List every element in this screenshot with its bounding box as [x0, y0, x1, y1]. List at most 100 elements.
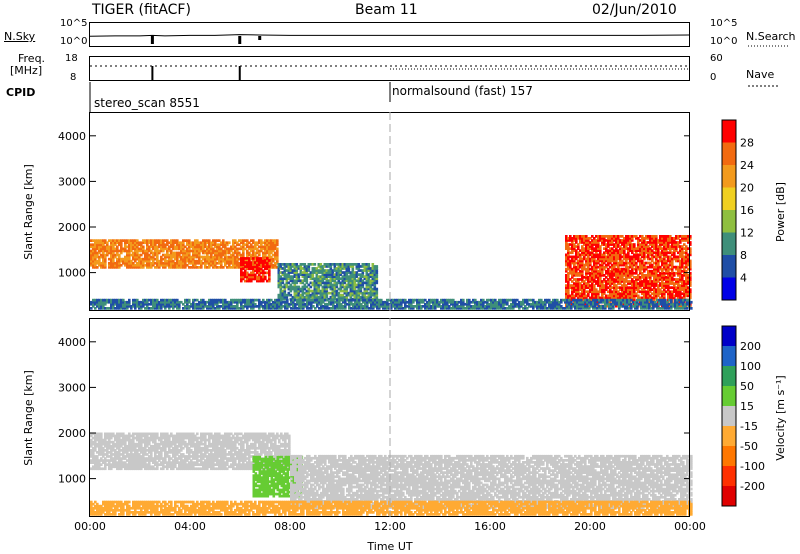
heat-cell [371, 271, 375, 274]
heat-cell [629, 296, 632, 300]
heat-cell [264, 277, 267, 281]
heat-cell [294, 307, 297, 310]
heat-cell [601, 243, 604, 246]
heat-cell [194, 266, 197, 269]
heat-cell [178, 266, 181, 269]
heat-cell [679, 267, 682, 271]
heat-cell [536, 305, 539, 308]
heat-cell [565, 288, 568, 291]
heat-cell [367, 285, 371, 289]
heat-cell [262, 261, 265, 264]
heat-cell [321, 265, 325, 268]
heat-cell [647, 251, 650, 255]
heat-cell [376, 300, 379, 304]
heat-cell [619, 251, 622, 255]
heat-cell [608, 305, 611, 308]
heat-cell [303, 283, 307, 287]
heat-cell [361, 293, 365, 297]
heat-cell [659, 282, 662, 285]
heat-cell [102, 263, 105, 267]
heat-cell [258, 257, 261, 260]
heat-cell [619, 294, 622, 298]
heat-cell [663, 237, 666, 240]
heat-cell [256, 251, 259, 255]
heat-cell [94, 298, 97, 302]
heat-cell [575, 241, 578, 244]
heat-cell [178, 307, 181, 310]
heat-cell [673, 265, 676, 269]
heat-cell [186, 259, 189, 263]
heat-cell [210, 261, 213, 265]
heat-cell [645, 267, 648, 271]
heat-cell [274, 245, 277, 249]
heat-cell [599, 255, 602, 259]
heat-cell [498, 305, 501, 308]
heat-cell [552, 305, 555, 308]
heat-cell [372, 302, 375, 306]
heat-cell [339, 269, 343, 272]
heat-cell [355, 293, 359, 297]
heat-cell [198, 266, 201, 269]
heat-cell [669, 263, 672, 267]
heat-cell [324, 307, 327, 310]
heat-cell [222, 300, 225, 304]
heat-cell [365, 285, 369, 289]
heat-cell [659, 253, 662, 257]
heat-cell [182, 257, 185, 261]
heat-cell [116, 245, 119, 249]
heat-cell [208, 298, 211, 302]
heat-cell [689, 267, 692, 271]
heat-cell [362, 305, 365, 308]
heat-cell [645, 265, 648, 269]
heat-cell [657, 247, 660, 250]
heat-cell [242, 249, 245, 253]
heat-cell [335, 291, 339, 295]
heat-cell [148, 241, 151, 245]
heat-cell [206, 255, 209, 259]
heat-cell [236, 298, 239, 302]
heat-cell [341, 263, 345, 266]
heat-cell [162, 263, 165, 267]
heat-cell [571, 276, 574, 279]
heat-cell [256, 271, 259, 275]
heat-cell [532, 302, 535, 306]
heat-cell [594, 302, 597, 306]
heat-cell [633, 249, 636, 252]
heat-cell [575, 251, 578, 255]
heat-cell [301, 295, 305, 299]
heat-cell [627, 296, 630, 300]
heat-cell [571, 267, 574, 271]
heat-cell [315, 279, 319, 283]
heat-cell [304, 298, 307, 302]
heat-cell [448, 305, 451, 308]
heat-cell [240, 300, 243, 304]
heat-cell [611, 253, 614, 257]
heat-cell [278, 300, 281, 304]
heat-cell [178, 255, 181, 259]
heat-cell [228, 249, 231, 253]
heat-cell [677, 292, 680, 296]
heat-cell [534, 300, 537, 304]
heat-cell [182, 239, 185, 242]
heat-cell [665, 284, 668, 287]
heat-cell [452, 302, 455, 306]
heat-cell [116, 263, 119, 267]
heat-cell [677, 288, 680, 291]
heat-cell [617, 239, 620, 242]
heat-cell [673, 286, 676, 289]
heat-cell [313, 295, 317, 299]
heat-cell [224, 249, 227, 253]
heat-cell [148, 261, 151, 265]
heat-cell [627, 286, 630, 289]
heat-cell [256, 255, 259, 259]
heat-cell [627, 253, 630, 257]
heat-cell [679, 235, 682, 238]
heat-cell [250, 271, 253, 275]
heat-cell [108, 249, 111, 253]
heat-cell [639, 267, 642, 271]
heat-cell [635, 263, 638, 267]
heat-cell [310, 305, 313, 308]
heat-cell [301, 275, 305, 278]
heat-cell [609, 286, 612, 289]
heat-cell [114, 266, 117, 269]
